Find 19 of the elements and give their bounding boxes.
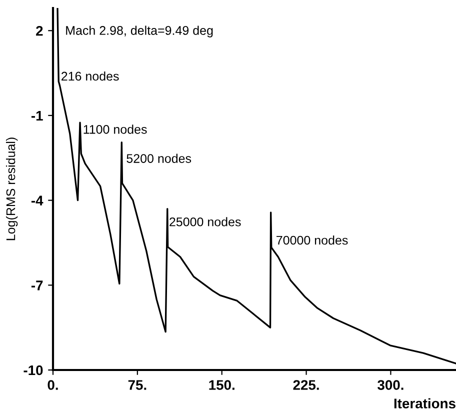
y-tick-label: 2 bbox=[36, 26, 43, 36]
x-tick-label: 0. bbox=[48, 380, 58, 390]
line-series bbox=[56, 8, 456, 364]
annotation: 1100 nodes bbox=[84, 124, 147, 134]
annotation: 70000 nodes bbox=[276, 235, 348, 245]
annotation: 216 nodes bbox=[62, 71, 119, 81]
x-tick-label: 300. bbox=[378, 380, 404, 390]
y-tick-label: -1 bbox=[31, 110, 43, 120]
annotation: Mach 2.98, delta=9.49 deg bbox=[66, 26, 213, 38]
y-tick-label: -4 bbox=[31, 196, 44, 206]
y-tick-label: -10 bbox=[24, 365, 43, 376]
x-tick-label: 75. bbox=[128, 380, 146, 390]
y-axis-title: Log(RMS residual) bbox=[6, 138, 18, 240]
x-tick-label: 225. bbox=[293, 380, 319, 390]
x-axis-title: Iterations bbox=[394, 398, 456, 408]
y-tick-label: -7 bbox=[31, 280, 43, 290]
x-tick-label: 150. bbox=[209, 380, 234, 390]
annotation: 25000 nodes bbox=[170, 217, 241, 226]
annotation: 5200 nodes bbox=[126, 154, 192, 163]
